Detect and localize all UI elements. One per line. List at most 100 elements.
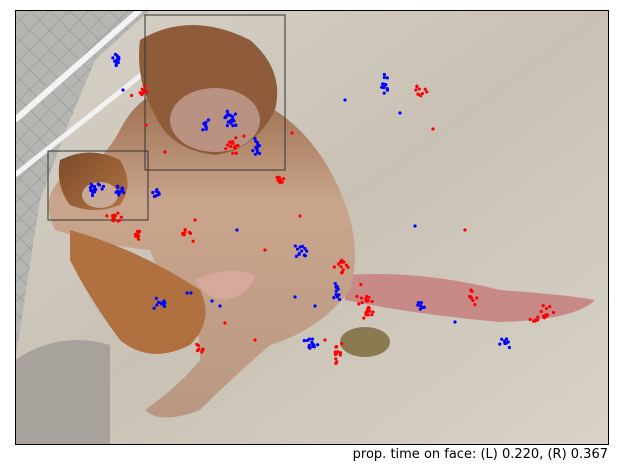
- gaze-point-L: [334, 285, 338, 290]
- gaze-point-R: [236, 143, 240, 148]
- gaze-point-L: [498, 342, 502, 346]
- roi-box-adult-face: [144, 14, 286, 171]
- gaze-point-R: [230, 141, 234, 145]
- gaze-point-L: [500, 337, 504, 341]
- gaze-point-L: [337, 293, 341, 297]
- gaze-point-R: [370, 299, 374, 304]
- gaze-point-R: [263, 248, 267, 252]
- gaze-point-R: [341, 268, 345, 272]
- gaze-point-L: [305, 249, 309, 253]
- gaze-point-L: [380, 85, 384, 89]
- gaze-point-L: [294, 254, 298, 258]
- gaze-point-R: [145, 90, 149, 94]
- gaze-point-R: [340, 258, 344, 262]
- gaze-point-R: [431, 127, 435, 131]
- gaze-point-R: [143, 84, 147, 88]
- gaze-point-L: [453, 320, 457, 324]
- gaze-point-L: [155, 188, 159, 192]
- gaze-point-R: [346, 265, 350, 269]
- gaze-point-L: [251, 149, 255, 153]
- gaze-point-L: [253, 136, 257, 141]
- gaze-point-R: [338, 351, 343, 355]
- gaze-point-R: [415, 84, 419, 88]
- gaze-point-L: [316, 343, 320, 347]
- gaze-point-R: [135, 235, 139, 239]
- gaze-point-L: [91, 190, 95, 195]
- gaze-point-L: [201, 128, 205, 132]
- gaze-point-R: [359, 282, 363, 287]
- gaze-point-L: [218, 304, 222, 308]
- gaze-point-R: [365, 310, 369, 314]
- gaze-point-L: [313, 304, 317, 308]
- gaze-point-R: [141, 90, 145, 94]
- gaze-point-R: [144, 123, 148, 127]
- gaze-point-L: [307, 343, 311, 348]
- gaze-point-L: [203, 124, 207, 128]
- gaze-point-L: [502, 339, 507, 343]
- gaze-point-L: [303, 254, 307, 258]
- gaze-point-R: [342, 260, 346, 264]
- gaze-point-L: [299, 249, 304, 253]
- gaze-point-L: [382, 75, 386, 80]
- gaze-point-L: [96, 182, 100, 186]
- gaze-point-R: [544, 306, 548, 311]
- gaze-point-R: [536, 315, 540, 319]
- gaze-point-L: [156, 300, 161, 305]
- gaze-point-L: [419, 304, 423, 308]
- gaze-point-R: [242, 134, 246, 138]
- gaze-point-R: [423, 87, 427, 91]
- gaze-point-L: [226, 112, 230, 116]
- gaze-point-R: [344, 263, 348, 267]
- gaze-point-L: [298, 245, 302, 249]
- gaze-point-R: [201, 348, 205, 352]
- gaze-point-L: [293, 295, 297, 299]
- gaze-point-R: [533, 318, 538, 322]
- gaze-point-L: [117, 193, 121, 197]
- gaze-point-L: [152, 194, 157, 198]
- gaze-point-L: [155, 303, 159, 307]
- gaze-point-L: [333, 281, 337, 286]
- gaze-point-R: [414, 88, 418, 92]
- gaze-point-L: [154, 296, 158, 301]
- gaze-point-L: [92, 184, 97, 189]
- gaze-point-L: [162, 304, 166, 308]
- gaze-point-L: [332, 296, 336, 300]
- gaze-point-L: [385, 76, 389, 80]
- gaze-point-L: [416, 303, 420, 307]
- gaze-point-R: [191, 239, 195, 243]
- gaze-point-R: [417, 87, 421, 91]
- gaze-point-R: [364, 313, 368, 317]
- gaze-point-L: [312, 345, 316, 349]
- gaze-point-R: [231, 151, 235, 155]
- gaze-point-R: [232, 145, 236, 149]
- gaze-point-R: [234, 151, 238, 155]
- gaze-point-L: [224, 115, 228, 119]
- gaze-point-L: [156, 193, 160, 197]
- gaze-point-R: [136, 237, 141, 241]
- gaze-point-R: [420, 91, 425, 96]
- gaze-point-L: [101, 184, 106, 188]
- gaze-point-R: [469, 288, 473, 292]
- gaze-point-R: [105, 214, 109, 218]
- plot-frame: [15, 10, 609, 445]
- gaze-point-R: [113, 214, 117, 218]
- gaze-point-R: [475, 296, 479, 300]
- gaze-point-R: [419, 94, 423, 98]
- gaze-point-R: [425, 90, 429, 94]
- gaze-point-R: [541, 304, 545, 308]
- gaze-point-L: [225, 109, 229, 113]
- roi-box-infant-face: [47, 150, 149, 221]
- gaze-point-R: [112, 218, 116, 223]
- gaze-point-R: [197, 347, 201, 351]
- gaze-point-R: [370, 313, 374, 317]
- gaze-point-R: [181, 231, 185, 236]
- gaze-point-R: [332, 265, 336, 269]
- gaze-point-L: [303, 246, 307, 251]
- gaze-point-L: [504, 337, 509, 341]
- gaze-point-L: [398, 111, 402, 115]
- gaze-point-R: [223, 321, 227, 325]
- gaze-point-L: [337, 297, 342, 301]
- gaze-point-L: [382, 91, 386, 95]
- gaze-point-L: [121, 88, 125, 92]
